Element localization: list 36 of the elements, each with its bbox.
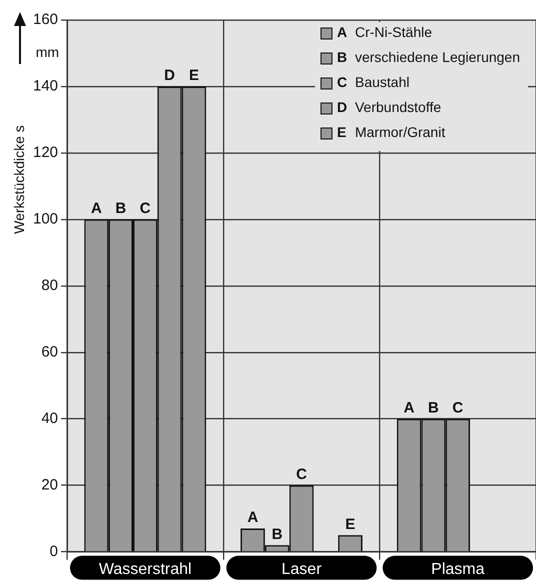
legend-label: Cr-Ni-Stähle (354, 24, 432, 40)
y-tick-label: 20 (41, 476, 58, 494)
y-tick-label: 80 (41, 277, 58, 294)
y-tick-label: 120 (32, 144, 58, 162)
y-tick-label: 40 (41, 410, 58, 427)
text: E (336, 124, 346, 140)
data-label: B (272, 526, 283, 543)
legend-label: verschiedene Legierungen (354, 48, 520, 65)
legend-label: Baustahl (354, 74, 410, 90)
x-tick-label: Laser (282, 560, 322, 578)
text: A (336, 24, 348, 40)
text: B (336, 48, 348, 65)
data-label: A (90, 200, 102, 218)
text: C (336, 74, 348, 90)
x-tick-label: Plasma (431, 560, 485, 578)
text: D (336, 98, 348, 115)
legend-label: Verbundstoffe (354, 98, 442, 115)
x-tick-label: Wasserstrahl (98, 560, 192, 578)
data-label: A (247, 509, 258, 526)
legend-label: Marmor/Granit (354, 124, 446, 140)
y-tick-label: 0 (50, 542, 58, 560)
y-tick-label: 160 (32, 11, 58, 28)
data-label: E (188, 67, 199, 84)
data-label: D (164, 67, 176, 84)
data-label: C (140, 200, 151, 218)
y-tick-label: 100 (32, 210, 58, 228)
y-axis-title: Werkstückdicke s (10, 125, 27, 234)
data-label: C (452, 399, 464, 416)
text: mm (36, 44, 60, 60)
data-label: B (115, 200, 126, 218)
data-label: B (428, 399, 440, 416)
y-tick-label: 60 (41, 344, 58, 361)
data-label: A (404, 399, 415, 416)
y-tick-label: 140 (32, 78, 58, 95)
data-label: C (296, 466, 308, 483)
data-label: E (345, 516, 356, 533)
